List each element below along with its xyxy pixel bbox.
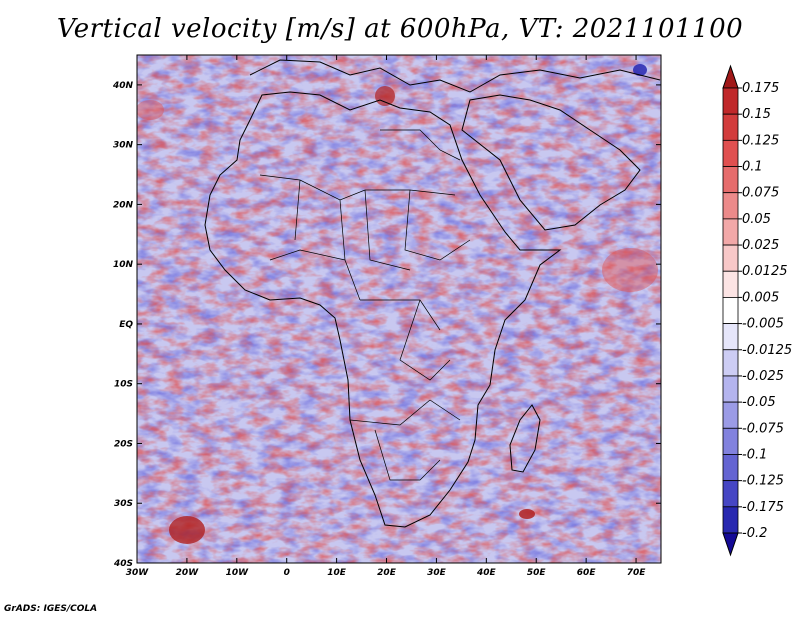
- strong-updraft-cell: [375, 86, 395, 106]
- europe-coastline: [249, 59, 661, 93]
- colorbar-swatch: [722, 297, 739, 324]
- africa-coastline: [204, 91, 562, 528]
- colorbar-top-arrow: [722, 64, 739, 89]
- colorbar-label: 0.1: [742, 160, 763, 175]
- longitude-axis: 30W 20W 10W 0 10E 20E 30E 40E 50E 60E 70E: [126, 55, 646, 578]
- madagascar-coastline: [509, 404, 541, 473]
- lat-tick-label: 40N: [112, 81, 134, 91]
- country-borders: [259, 129, 471, 481]
- lon-tick-label: 50E: [527, 568, 547, 578]
- lon-tick-label: 70E: [627, 568, 647, 578]
- lat-tick-label: 20S: [114, 439, 133, 449]
- colorbar-swatch: [722, 139, 739, 167]
- arabia-coastline: [461, 94, 641, 231]
- colorbar-label: -0.2: [742, 526, 767, 541]
- lat-tick-label: 20N: [113, 200, 134, 210]
- lon-tick-label: 20W: [176, 568, 200, 578]
- lon-tick-label: 60E: [577, 568, 597, 578]
- lat-tick-label: 10S: [114, 380, 133, 390]
- colorbar-swatch: [722, 506, 739, 534]
- colorbar-label: 0.0125: [742, 264, 788, 279]
- red-texture-layer: [137, 55, 661, 563]
- latitude-axis: 40N 30N 20N 10N EQ 10S 20S 30S 40S: [112, 81, 661, 569]
- strong-updraft-cell: [602, 248, 658, 292]
- lat-tick-label: 30S: [114, 499, 133, 509]
- colorbar-label: -0.025: [742, 369, 784, 384]
- lon-tick-label: 0: [284, 568, 290, 578]
- colorbar-swatch: [722, 480, 739, 508]
- chart-title: Vertical velocity [m/s] at 600hPa, VT: 2…: [56, 14, 744, 44]
- strong-updraft-cell: [137, 100, 164, 120]
- colorbar-swatch: [722, 427, 739, 455]
- colorbar: 0.175 0.15 0.125 0.1 0.075 0.05 0.025 0.0125 0.0…: [722, 64, 792, 557]
- colorbar-label: -0.1: [742, 447, 767, 462]
- colorbar-swatch: [722, 244, 739, 272]
- colorbar-label: 0.005: [742, 290, 779, 305]
- colorbar-swatch: [722, 113, 739, 141]
- colorbar-label: 0.025: [742, 238, 779, 253]
- lon-tick-label: 20E: [377, 568, 397, 578]
- lat-tick-label: 40S: [113, 559, 133, 569]
- colorbar-swatch: [722, 323, 739, 351]
- colorbar-swatch: [722, 218, 739, 246]
- colorbar-label: -0.005: [742, 317, 784, 332]
- colorbar-swatch: [722, 349, 739, 377]
- colorbar-swatch: [722, 87, 739, 115]
- colorbar-label: 0.175: [742, 81, 779, 96]
- coastlines: [204, 59, 661, 528]
- colorbar-swatch: [722, 375, 739, 403]
- lon-tick-label: 10W: [226, 568, 250, 578]
- lon-tick-label: 30E: [427, 568, 447, 578]
- strong-updraft-cell: [169, 516, 205, 544]
- colorbar-swatch: [722, 454, 739, 482]
- map-plot-area: [137, 55, 661, 563]
- colorbar-label: 0.075: [742, 186, 779, 201]
- map-frame: [136, 54, 662, 564]
- lon-tick-label: 30W: [126, 568, 150, 578]
- lon-tick-label: 10E: [327, 568, 347, 578]
- colorbar-label: -0.125: [742, 474, 784, 489]
- colorbar-bottom-arrow: [722, 532, 739, 557]
- colorbar-label: -0.175: [742, 500, 784, 515]
- strong-downdraft-cell: [633, 64, 647, 76]
- colorbar-label: -0.0125: [742, 343, 792, 358]
- colorbar-label: -0.05: [742, 395, 776, 410]
- colorbar-label: 0.05: [742, 212, 771, 227]
- grads-credit: GrADS: IGES/COLA: [4, 604, 98, 614]
- lat-tick-label: EQ: [119, 320, 133, 330]
- colorbar-swatch: [722, 166, 739, 194]
- colorbar-swatch: [722, 401, 739, 429]
- colorbar-swatch: [722, 192, 739, 220]
- colorbar-swatch: [722, 270, 739, 298]
- colorbar-label: 0.125: [742, 133, 779, 148]
- colorbar-label: 0.15: [742, 107, 771, 122]
- strong-updraft-cell: [519, 509, 535, 519]
- colorbar-label: -0.075: [742, 421, 784, 436]
- lat-tick-label: 30N: [113, 141, 134, 151]
- lat-tick-label: 10N: [113, 260, 134, 270]
- lon-tick-label: 40E: [476, 568, 497, 578]
